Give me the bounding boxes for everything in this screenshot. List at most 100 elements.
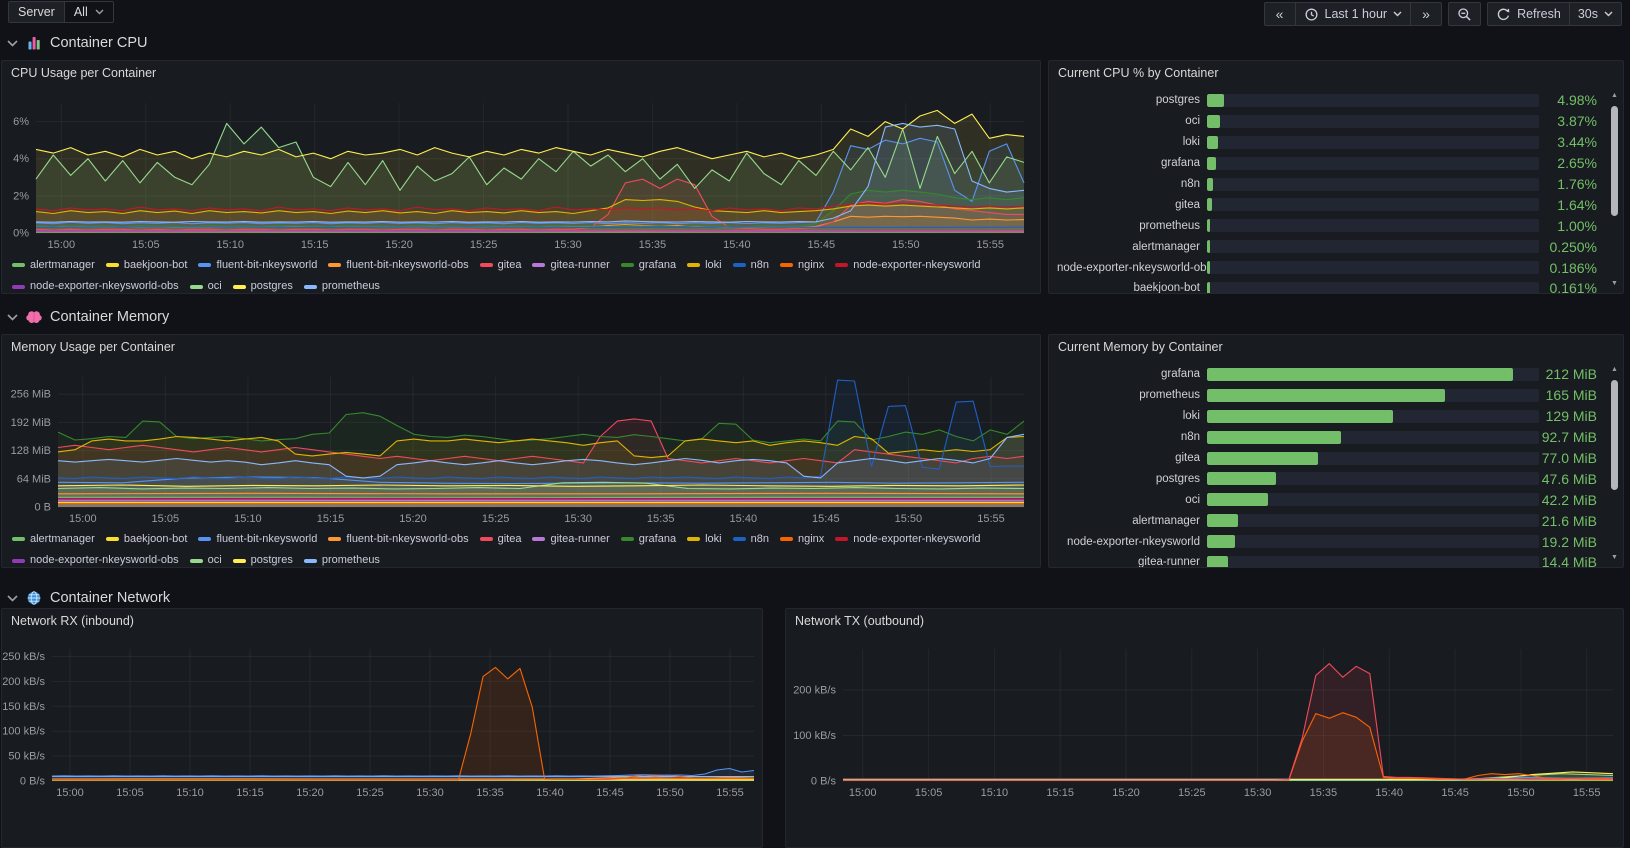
legend-item[interactable]: fluent-bit-nkeysworld-obs <box>328 256 468 275</box>
scroll-down-icon[interactable]: ▼ <box>1609 554 1620 562</box>
time-range-picker[interactable]: Last 1 hour <box>1295 2 1412 26</box>
svg-text:15:20: 15:20 <box>296 787 324 799</box>
panel-title[interactable]: Network TX (outbound) <box>795 614 924 628</box>
zoom-out-button[interactable] <box>1448 2 1481 26</box>
legend-item[interactable]: n8n <box>733 256 769 275</box>
legend-label: fluent-bit-nkeysworld-obs <box>346 530 468 549</box>
legend-item[interactable]: alertmanager <box>12 530 95 549</box>
svg-text:15:30: 15:30 <box>1244 787 1272 799</box>
bar-gauge-fill <box>1207 389 1445 402</box>
legend-swatch-icon <box>733 537 746 541</box>
svg-text:15:45: 15:45 <box>1441 787 1469 799</box>
legend-item[interactable]: baekjoon-bot <box>106 530 188 549</box>
svg-text:15:10: 15:10 <box>216 239 244 251</box>
variable-value-dropdown[interactable]: All <box>65 1 114 23</box>
legend-item[interactable]: fluent-bit-nkeysworld <box>198 256 317 275</box>
bar-gauge-fill <box>1207 219 1210 232</box>
legend-item[interactable]: gitea <box>480 530 522 549</box>
bar-gauge-value: 0.161% <box>1539 280 1597 293</box>
legend-item[interactable]: alertmanager <box>12 256 95 275</box>
legend-swatch-icon <box>12 285 25 289</box>
bar-gauge-fill <box>1207 472 1276 485</box>
refresh-icon <box>1496 7 1511 22</box>
scrollbar-thumb[interactable] <box>1611 106 1618 216</box>
legend-item[interactable]: fluent-bit-nkeysworld-obs <box>328 530 468 549</box>
legend-swatch-icon <box>304 285 317 289</box>
scroll-up-icon[interactable]: ▲ <box>1609 366 1620 374</box>
row-title: Container Memory <box>50 309 169 325</box>
legend-label: node-exporter-nkeysworld <box>853 530 980 549</box>
scroll-down-icon[interactable]: ▼ <box>1609 280 1620 288</box>
legend-item[interactable]: node-exporter-nkeysworld <box>835 256 980 275</box>
bar-gauge-row: prometheus1.00% <box>1057 215 1597 236</box>
panel-title[interactable]: Current CPU % by Container <box>1058 66 1218 80</box>
legend-swatch-icon <box>12 537 25 541</box>
legend-item[interactable]: node-exporter-nkeysworld <box>835 530 980 549</box>
memory-chart-legend: alertmanager baekjoon-bot fluent-bit-nkeys… <box>12 527 1032 568</box>
legend-label: alertmanager <box>30 256 95 275</box>
legend-item[interactable]: node-exporter-nkeysworld-obs <box>12 277 179 294</box>
bar-gauge-value: 21.6 MiB <box>1539 513 1597 529</box>
legend-item[interactable]: loki <box>687 256 722 275</box>
legend-item[interactable]: grafana <box>621 530 676 549</box>
bar-gauge-value: 0.250% <box>1539 239 1597 255</box>
svg-text:15:25: 15:25 <box>470 239 498 251</box>
panel-title[interactable]: Network RX (inbound) <box>11 614 134 628</box>
legend-item[interactable]: node-exporter-nkeysworld-obs <box>12 551 179 568</box>
row-header-container-network[interactable]: Container Network <box>7 587 170 609</box>
bar-gauge-label: oci <box>1057 494 1207 506</box>
svg-text:100 kB/s: 100 kB/s <box>2 726 45 738</box>
bar-gauge-fill <box>1207 431 1341 444</box>
svg-text:15:00: 15:00 <box>56 787 84 799</box>
legend-item[interactable]: fluent-bit-nkeysworld <box>198 530 317 549</box>
time-back-button[interactable]: « <box>1264 2 1296 26</box>
panel-title[interactable]: Memory Usage per Container <box>11 340 175 354</box>
svg-text:15:15: 15:15 <box>317 513 345 525</box>
panel-scrollbar[interactable]: ▲ ▼ <box>1609 366 1620 562</box>
legend-item[interactable]: oci <box>190 277 222 294</box>
refresh-button[interactable]: Refresh <box>1487 2 1570 26</box>
row-header-container-cpu[interactable]: Container CPU <box>7 32 148 54</box>
scroll-up-icon[interactable]: ▲ <box>1609 92 1620 100</box>
refresh-interval-dropdown[interactable]: 30s <box>1569 2 1622 26</box>
row-header-container-memory[interactable]: Container Memory <box>7 306 169 328</box>
legend-item[interactable]: prometheus <box>304 277 380 294</box>
network-tx-chart: 0 B/s100 kB/s200 kB/s15:0015:0515:1015:1… <box>786 637 1623 807</box>
time-forward-button[interactable]: » <box>1410 2 1442 26</box>
legend-swatch-icon <box>190 285 203 289</box>
legend-item[interactable]: postgres <box>233 277 293 294</box>
legend-item[interactable]: oci <box>190 551 222 568</box>
scrollbar-thumb[interactable] <box>1611 380 1618 490</box>
legend-item[interactable]: gitea-runner <box>532 530 609 549</box>
legend-item[interactable]: gitea-runner <box>532 256 609 275</box>
legend-swatch-icon <box>532 537 545 541</box>
legend-label: fluent-bit-nkeysworld <box>216 530 317 549</box>
svg-text:15:50: 15:50 <box>895 513 923 525</box>
panel-title[interactable]: Current Memory by Container <box>1058 340 1223 354</box>
svg-text:200 kB/s: 200 kB/s <box>793 685 836 697</box>
legend-item[interactable]: loki <box>687 530 722 549</box>
svg-text:15:25: 15:25 <box>1178 787 1206 799</box>
time-range-label: Last 1 hour <box>1325 7 1388 21</box>
bar-gauge-track <box>1207 115 1539 128</box>
bar-gauge-label: loki <box>1057 410 1207 422</box>
legend-item[interactable]: baekjoon-bot <box>106 256 188 275</box>
bar-gauge-label: gitea <box>1057 452 1207 464</box>
panel-scrollbar[interactable]: ▲ ▼ <box>1609 92 1620 288</box>
legend-item[interactable]: n8n <box>733 530 769 549</box>
legend-item[interactable]: prometheus <box>304 551 380 568</box>
bar-gauge-track <box>1207 535 1539 548</box>
refresh-label: Refresh <box>1517 7 1561 21</box>
legend-item[interactable]: nginx <box>780 530 824 549</box>
legend-item[interactable]: postgres <box>233 551 293 568</box>
panel-title[interactable]: CPU Usage per Container <box>11 66 156 80</box>
bar-gauge-track <box>1207 431 1539 444</box>
legend-item[interactable]: nginx <box>780 256 824 275</box>
legend-item[interactable]: gitea <box>480 256 522 275</box>
bar-gauge-row: loki129 MiB <box>1057 406 1597 427</box>
legend-label: postgres <box>251 551 293 568</box>
template-variable-server[interactable]: Server All <box>8 1 114 23</box>
legend-item[interactable]: grafana <box>621 256 676 275</box>
globe-emoji-icon <box>26 590 42 606</box>
bar-chart-emoji-icon <box>26 35 42 51</box>
